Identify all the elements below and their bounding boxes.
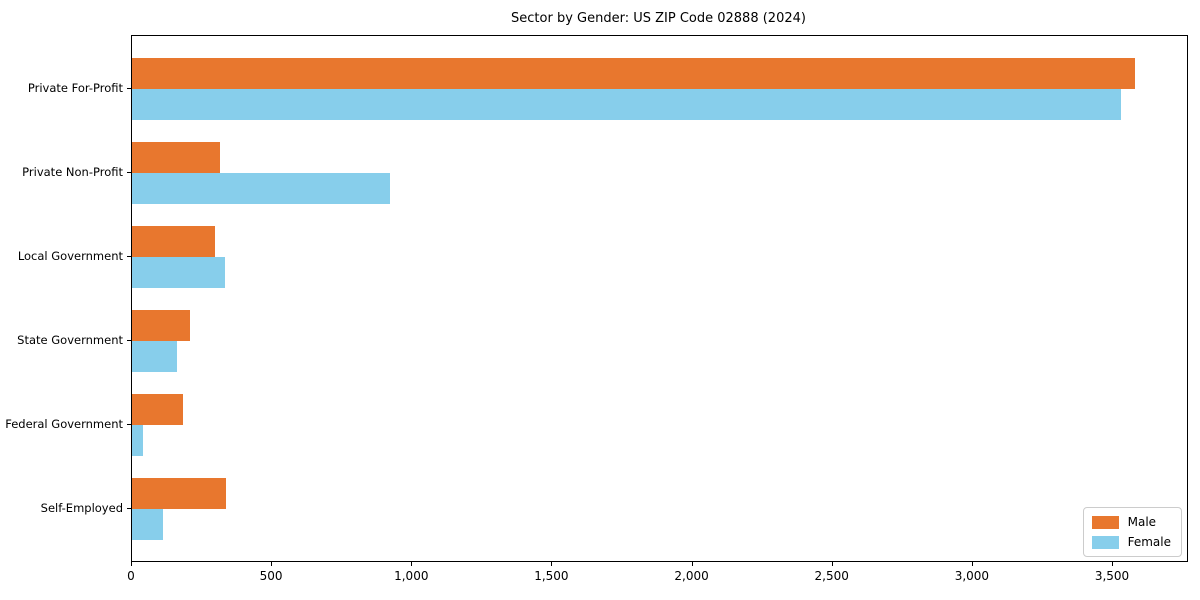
x-tick xyxy=(271,562,273,566)
x-tick xyxy=(971,562,973,566)
y-axis-label: State Government xyxy=(17,333,123,347)
legend-label: Female xyxy=(1127,535,1171,549)
bar-male xyxy=(132,58,1136,89)
y-tick xyxy=(127,88,131,89)
x-tick xyxy=(411,562,413,566)
y-tick xyxy=(127,256,131,257)
female-swatch xyxy=(1091,535,1119,549)
x-tick-label: 3,500 xyxy=(1094,569,1130,583)
bar-female xyxy=(132,89,1122,120)
y-tick xyxy=(127,340,131,341)
legend-label: Male xyxy=(1127,515,1157,529)
y-axis-label: Private Non-Profit xyxy=(22,165,123,179)
bar-female xyxy=(132,341,177,372)
legend-item: Female xyxy=(1091,535,1171,549)
x-tick xyxy=(131,562,132,566)
y-axis-label: Federal Government xyxy=(5,417,123,431)
x-tick xyxy=(1112,562,1113,566)
y-tick xyxy=(127,172,131,173)
y-axis-label: Local Government xyxy=(17,249,123,263)
y-axis-label: Self-Employed xyxy=(40,501,123,515)
bar-female xyxy=(132,173,390,204)
legend: Male Female xyxy=(1082,507,1182,557)
bar-male xyxy=(132,478,226,509)
y-axis-label: Private For-Profit xyxy=(27,81,123,95)
bar-female xyxy=(132,425,144,456)
bar-male xyxy=(132,142,221,173)
legend-item: Male xyxy=(1091,515,1171,529)
male-swatch xyxy=(1091,515,1119,529)
bar-male xyxy=(132,226,215,257)
x-tick xyxy=(831,562,833,566)
bar-female xyxy=(132,509,163,540)
bar-female xyxy=(132,257,225,288)
bar-male xyxy=(132,310,190,341)
x-tick xyxy=(551,562,553,566)
x-tick-label: 500 xyxy=(259,569,283,583)
x-tick-label: 2,500 xyxy=(814,569,849,583)
x-tick-label: 1,500 xyxy=(534,569,569,583)
plot-area: Male Female xyxy=(131,35,1188,562)
x-tick xyxy=(691,562,693,566)
bar-male xyxy=(132,394,183,425)
y-tick xyxy=(127,508,131,509)
x-tick-label: 0 xyxy=(127,569,135,583)
x-tick-label: 1,000 xyxy=(394,569,429,583)
y-tick xyxy=(127,424,131,425)
x-tick-label: 3,000 xyxy=(954,569,990,583)
chart-title: Sector by Gender: US ZIP Code 02888 (202… xyxy=(511,11,806,26)
x-tick-label: 2,000 xyxy=(674,569,709,583)
